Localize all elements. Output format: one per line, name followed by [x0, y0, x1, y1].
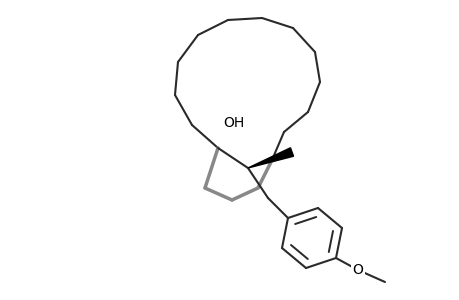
Polygon shape: [247, 148, 293, 168]
Text: O: O: [352, 263, 363, 277]
Text: OH: OH: [223, 116, 244, 130]
